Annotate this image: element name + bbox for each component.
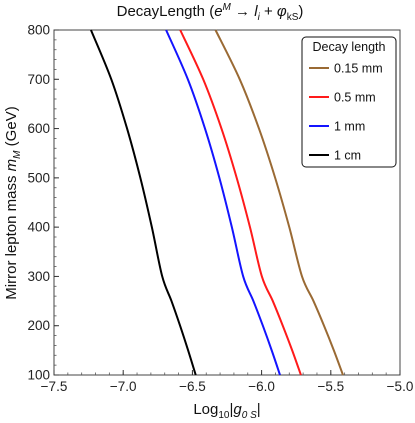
x-tick-label: −6.0: [248, 379, 275, 394]
x-axis-title: Log10|g0 S|: [193, 401, 260, 421]
legend-box: [301, 36, 397, 168]
x-tick-label: −5.5: [317, 379, 344, 394]
legend-items: 0.15 mm 0.5 mm 1 mm 1 cm: [309, 62, 383, 163]
legend-title: Decay length: [313, 40, 386, 54]
series-line-1-cm: [90, 29, 197, 376]
series-line-1-mm: [165, 29, 281, 376]
title-e-sup: M: [223, 2, 232, 13]
y-tick-label: 200: [27, 318, 50, 333]
y-tick-label: 400: [27, 220, 50, 235]
x-tick-label: −7.0: [110, 379, 137, 394]
title-plus: +: [260, 3, 277, 20]
title-close: ): [298, 3, 303, 20]
x-title-abs-open: |: [229, 401, 233, 418]
legend: Decay length 0.15 mm 0.5 mm 1 mm 1 cm: [301, 36, 397, 168]
x-tick-label: −7.5: [41, 379, 68, 394]
title-e: e: [214, 3, 222, 20]
x-title-log: Log: [193, 401, 218, 418]
x-title-sub0s: 0 S: [242, 410, 257, 421]
y-tick-label: 700: [27, 72, 50, 87]
legend-label-1-mm: 1 mm: [334, 120, 365, 134]
x-title-g: g: [233, 401, 242, 418]
y-title-tail: (GeV): [3, 106, 20, 150]
title-phi: φ: [277, 3, 287, 20]
y-axis-title: Mirror lepton mass mM (GeV): [3, 106, 23, 299]
x-tick-label: −5.0: [387, 379, 414, 394]
y-tick-label: 600: [27, 121, 50, 136]
y-title-lead: Mirror lepton mass: [3, 171, 20, 299]
title-l-sub: i: [258, 12, 261, 23]
curves-layer: [90, 29, 344, 376]
series-line-0-5-mm: [179, 29, 302, 376]
ticks-layer: −7.5 −7.0 −6.5 −6.0 −5.5 −5.0 100 200 300 400 500 6…: [27, 23, 413, 395]
y-tick-label: 300: [27, 269, 50, 284]
x-tick-label: −6.5: [179, 379, 206, 394]
y-tick-label: 100: [27, 368, 50, 383]
x-title-sub10: 10: [218, 410, 230, 421]
plot-frame: [53, 29, 401, 376]
y-title-sub: M: [12, 150, 23, 159]
y-title-m: m: [3, 159, 20, 172]
title-l: l: [254, 3, 258, 20]
legend-label-1-cm: 1 cm: [334, 149, 361, 163]
chart-title: DecayLength (eM → li + φkS): [117, 2, 304, 23]
title-lead: DecayLength (: [117, 3, 215, 20]
y-tick-label: 800: [27, 23, 50, 38]
title-phi-sub: kS: [287, 12, 299, 23]
y-tick-label: 500: [27, 170, 50, 185]
title-arrow: →: [231, 3, 254, 20]
series-line-0-15-mm: [214, 29, 344, 376]
legend-label-0-15-mm: 0.15 mm: [334, 62, 383, 76]
x-title-abs-close: |: [257, 401, 261, 418]
legend-label-0-5-mm: 0.5 mm: [334, 91, 376, 105]
